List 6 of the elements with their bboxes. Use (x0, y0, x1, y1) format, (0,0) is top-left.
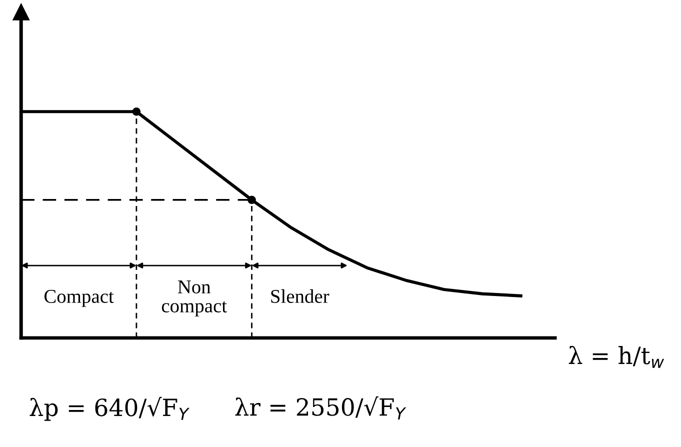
text: λr = 2550/√F$_{Y}$ (235, 396, 406, 420)
annotation: Non compact (162, 280, 227, 316)
text: λp = 640/√F$_{Y}$ (30, 396, 190, 421)
annotation: Compact (44, 290, 114, 307)
annotation: Slender (271, 289, 330, 303)
x-axis-title: λ = h/t$_{w}$ (568, 346, 664, 368)
